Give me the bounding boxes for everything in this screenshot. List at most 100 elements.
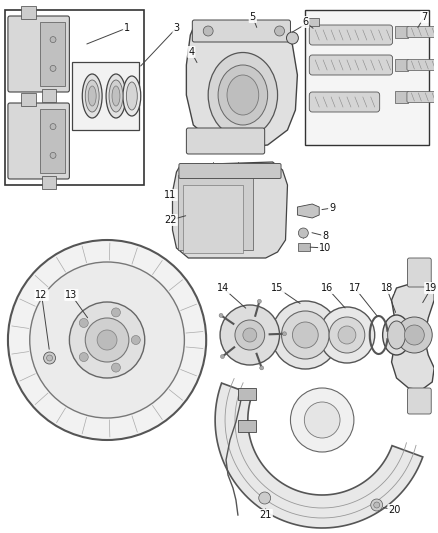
FancyBboxPatch shape — [309, 25, 392, 45]
Circle shape — [290, 388, 354, 452]
Circle shape — [85, 318, 129, 362]
FancyBboxPatch shape — [8, 103, 69, 179]
Ellipse shape — [82, 74, 102, 118]
Text: 9: 9 — [329, 203, 335, 213]
Circle shape — [97, 330, 117, 350]
Bar — [305, 18, 319, 26]
Bar — [298, 243, 310, 251]
Circle shape — [282, 311, 329, 359]
Circle shape — [30, 262, 184, 418]
FancyBboxPatch shape — [192, 20, 290, 42]
FancyBboxPatch shape — [407, 60, 438, 70]
Circle shape — [69, 302, 145, 378]
FancyBboxPatch shape — [309, 92, 380, 112]
Circle shape — [46, 355, 53, 361]
Bar — [42, 89, 56, 102]
Ellipse shape — [123, 76, 141, 116]
Polygon shape — [305, 10, 429, 145]
Circle shape — [298, 228, 308, 238]
Circle shape — [293, 322, 318, 348]
Text: 22: 22 — [164, 215, 177, 225]
Text: 18: 18 — [381, 283, 393, 293]
Circle shape — [371, 499, 383, 511]
Circle shape — [8, 240, 206, 440]
Ellipse shape — [388, 321, 406, 349]
Circle shape — [260, 366, 264, 370]
Text: 19: 19 — [425, 283, 438, 293]
Bar — [39, 22, 65, 86]
Ellipse shape — [218, 65, 268, 125]
Ellipse shape — [112, 86, 120, 106]
Bar — [39, 109, 65, 173]
Text: 1: 1 — [124, 23, 130, 33]
Text: 12: 12 — [35, 290, 48, 300]
Polygon shape — [173, 162, 287, 258]
Ellipse shape — [85, 80, 99, 112]
Ellipse shape — [106, 74, 126, 118]
Circle shape — [50, 124, 56, 130]
Circle shape — [220, 305, 279, 365]
Ellipse shape — [208, 52, 278, 138]
FancyBboxPatch shape — [407, 388, 431, 414]
Bar — [395, 26, 408, 38]
Circle shape — [50, 66, 56, 71]
Text: 3: 3 — [173, 23, 180, 33]
FancyBboxPatch shape — [407, 27, 438, 37]
Ellipse shape — [383, 315, 410, 355]
Circle shape — [219, 313, 223, 318]
Circle shape — [319, 307, 375, 363]
Circle shape — [396, 317, 432, 353]
Text: 20: 20 — [389, 505, 401, 515]
Circle shape — [259, 492, 271, 504]
Circle shape — [329, 317, 365, 353]
Text: 16: 16 — [321, 283, 333, 293]
Bar — [238, 420, 256, 432]
Text: 6: 6 — [302, 17, 308, 27]
FancyBboxPatch shape — [407, 92, 438, 102]
Bar — [21, 6, 36, 19]
Circle shape — [275, 26, 285, 36]
Circle shape — [304, 402, 340, 438]
Circle shape — [258, 300, 261, 303]
Circle shape — [286, 32, 298, 44]
Polygon shape — [215, 383, 423, 528]
Circle shape — [404, 325, 424, 345]
Ellipse shape — [109, 80, 123, 112]
Circle shape — [374, 502, 380, 508]
Text: 5: 5 — [250, 12, 256, 22]
Text: 4: 4 — [188, 47, 194, 57]
Ellipse shape — [127, 82, 137, 110]
Circle shape — [338, 326, 356, 344]
Bar — [395, 91, 408, 103]
Text: 15: 15 — [272, 283, 284, 293]
Bar — [21, 93, 36, 106]
Circle shape — [79, 318, 88, 327]
Text: 21: 21 — [259, 510, 272, 520]
Polygon shape — [297, 204, 319, 218]
Circle shape — [112, 308, 120, 317]
Circle shape — [131, 335, 140, 344]
Bar — [72, 62, 139, 130]
Text: 13: 13 — [65, 290, 78, 300]
Bar — [178, 175, 253, 250]
Text: 7: 7 — [421, 12, 427, 22]
Text: 14: 14 — [217, 283, 229, 293]
Bar — [395, 59, 408, 71]
Text: 8: 8 — [322, 231, 328, 241]
FancyBboxPatch shape — [8, 16, 69, 92]
FancyBboxPatch shape — [186, 128, 265, 154]
Circle shape — [283, 332, 286, 336]
Circle shape — [44, 352, 56, 364]
Bar — [5, 10, 144, 185]
Text: 11: 11 — [164, 190, 177, 200]
FancyBboxPatch shape — [309, 55, 392, 75]
Polygon shape — [392, 278, 434, 390]
Text: 10: 10 — [319, 243, 331, 253]
Polygon shape — [186, 22, 297, 148]
Bar — [184, 185, 243, 253]
Circle shape — [235, 320, 265, 350]
Ellipse shape — [227, 75, 259, 115]
Circle shape — [243, 328, 257, 342]
Bar — [238, 388, 256, 400]
FancyBboxPatch shape — [407, 258, 431, 287]
